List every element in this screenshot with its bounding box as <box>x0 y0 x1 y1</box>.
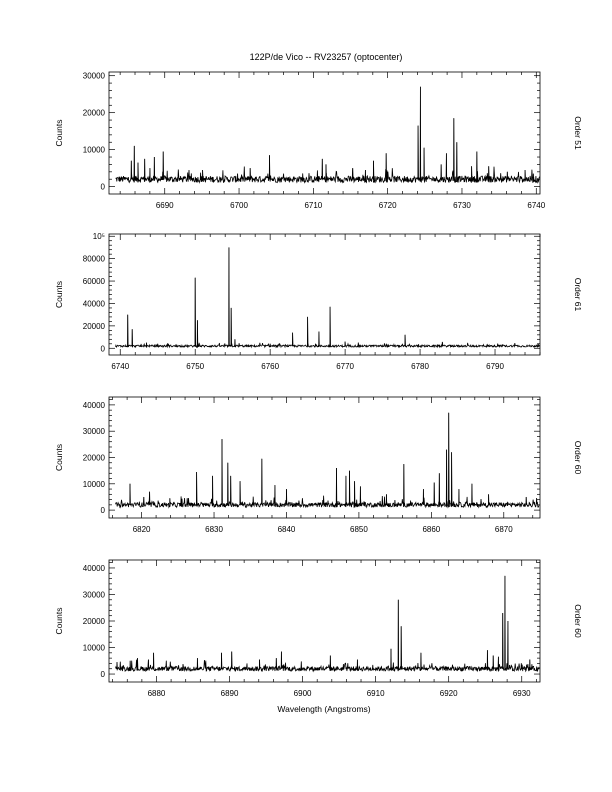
y-tick-label: 80000 <box>83 255 106 264</box>
y-axis-label: Counts <box>54 281 64 308</box>
y-tick-label: 30000 <box>83 427 106 436</box>
spectrum-line <box>115 412 540 509</box>
x-tick-label: 6860 <box>422 525 440 534</box>
plot-frame <box>108 396 541 519</box>
y-tick-label: 10000 <box>83 146 106 155</box>
y-tick-label: 0 <box>101 183 106 192</box>
x-tick-label: 6870 <box>495 525 513 534</box>
plot-frame <box>108 233 541 356</box>
x-tick-label: 6820 <box>133 525 151 534</box>
y-tick-label: 0 <box>101 670 106 679</box>
y-tick-label: 10000 <box>83 480 106 489</box>
y-axis-label: Counts <box>54 608 64 635</box>
y-tick-label: 10⁵ <box>93 232 105 241</box>
x-tick-label: 6740 <box>527 201 545 210</box>
x-tick-label: 6880 <box>148 689 166 698</box>
y-tick-label: 40000 <box>83 299 106 308</box>
x-tick-label: 6850 <box>350 525 368 534</box>
x-tick-label: 6770 <box>336 362 354 371</box>
spectrum-panel-2: 6740 6750 6760 6770 6780 6790 0 20000 40000 60000… <box>54 232 583 371</box>
y-tick-label: 60000 <box>83 277 106 286</box>
x-tick-label: 6710 <box>304 201 322 210</box>
x-tick-label: 6690 <box>156 201 174 210</box>
x-axis-label: Wavelength (Angstroms) <box>277 704 370 714</box>
x-tick-label: 6780 <box>411 362 429 371</box>
plot-frame <box>108 559 541 683</box>
x-tick-label: 6740 <box>111 362 129 371</box>
spectrum-line <box>115 575 540 673</box>
x-tick-label: 6700 <box>230 201 248 210</box>
x-tick-label: 6830 <box>205 525 223 534</box>
x-tick-label: 6910 <box>367 689 385 698</box>
y-axis-label: Counts <box>54 120 64 147</box>
plot-frame <box>108 71 541 195</box>
x-tick-label: 6720 <box>379 201 397 210</box>
spectrum-line <box>115 86 540 184</box>
y-tick-label: 0 <box>101 506 106 515</box>
x-tick-label: 6930 <box>513 689 531 698</box>
spectrum-panels: 6690 6700 6710 6720 6730 6740 0 10000 20000 30000… <box>54 71 583 698</box>
x-tick-label: 6900 <box>294 689 312 698</box>
order-label: Order 61 <box>573 278 583 312</box>
y-tick-label: 20000 <box>83 322 106 331</box>
x-tick-label: 6730 <box>453 201 471 210</box>
y-tick-label: 20000 <box>83 454 106 463</box>
x-tick-label: 6790 <box>486 362 504 371</box>
spectrum-line <box>115 247 540 349</box>
y-tick-label: 40000 <box>83 401 106 410</box>
y-tick-label: 40000 <box>83 564 106 573</box>
y-tick-label: 20000 <box>83 109 106 118</box>
x-tick-label: 6760 <box>261 362 279 371</box>
y-tick-label: 20000 <box>83 617 106 626</box>
x-tick-label: 6920 <box>440 689 458 698</box>
figure-title: 122P/de Vico -- RV23257 (optocenter) <box>250 52 403 62</box>
spectrum-panel-4: 6880 6890 6900 6910 6920 6930 0 10000 20000 30000… <box>54 559 583 698</box>
spectrum-panel-1: 6690 6700 6710 6720 6730 6740 0 10000 20000 30000… <box>54 71 583 210</box>
y-tick-label: 10000 <box>83 644 106 653</box>
y-tick-label: 30000 <box>83 590 106 599</box>
x-tick-label: 6890 <box>221 689 239 698</box>
order-label: Order 51 <box>573 116 583 150</box>
y-axis-label: Counts <box>54 444 64 471</box>
x-tick-label: 6750 <box>186 362 204 371</box>
spectrum-panel-3: 6820 6830 6840 6850 6860 6870 0 10000 20000 30000… <box>54 396 583 534</box>
x-tick-label: 6840 <box>278 525 296 534</box>
y-tick-label: 0 <box>101 344 106 353</box>
order-label: Order 60 <box>573 441 583 475</box>
order-label: Order 60 <box>573 604 583 638</box>
y-tick-label: 30000 <box>83 72 106 81</box>
